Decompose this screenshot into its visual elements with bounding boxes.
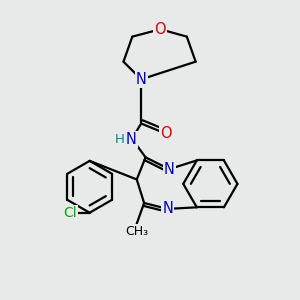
Text: N: N: [162, 201, 173, 216]
Text: O: O: [160, 126, 172, 141]
Text: CH₃: CH₃: [125, 225, 148, 238]
Text: Cl: Cl: [63, 206, 77, 220]
Text: N: N: [126, 132, 137, 147]
Text: N: N: [136, 72, 147, 87]
Text: H: H: [115, 133, 124, 146]
Text: N: N: [164, 162, 175, 177]
Text: O: O: [154, 22, 166, 37]
